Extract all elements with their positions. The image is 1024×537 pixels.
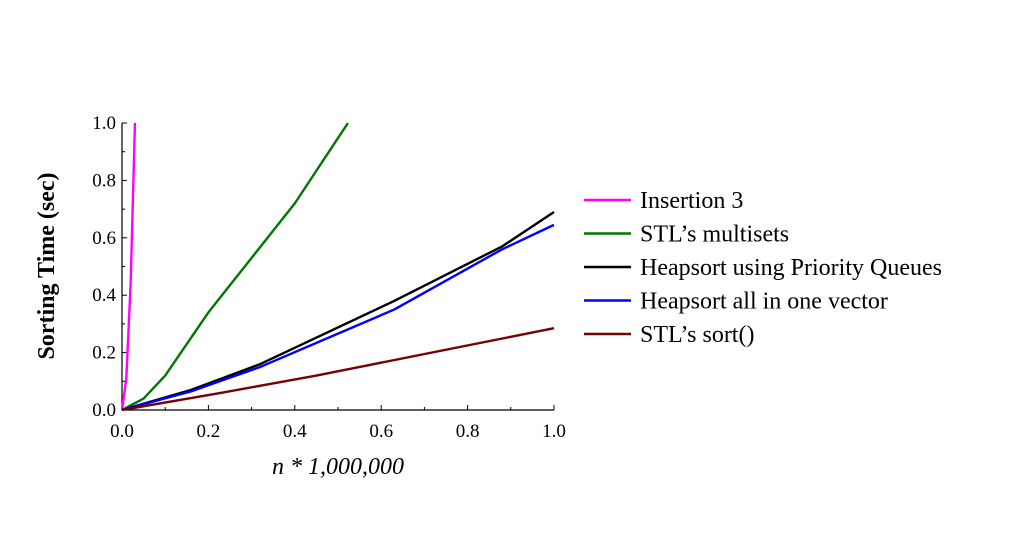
legend-label-0: Insertion 3: [640, 188, 743, 214]
series-line-1: [121, 122, 349, 412]
y-tick-label: 0.2: [92, 343, 116, 364]
legend-label-3: Heapsort all in one vector: [640, 289, 888, 315]
x-tick-label: 0.8: [456, 421, 480, 442]
x-tick-label: 0.4: [283, 421, 307, 442]
series-line-0: [120, 122, 137, 411]
y-tick-label: 1.0: [92, 113, 116, 134]
x-tick-label: 0.2: [197, 421, 221, 442]
legend-label-2: Heapsort using Priority Queues: [640, 255, 942, 281]
y-tick-label: 0.8: [92, 170, 116, 191]
y-tick-label: 0.6: [92, 228, 116, 249]
plot-lines: [120, 122, 555, 412]
legend: Insertion 3 STL’s multisets Heapsort using…: [584, 188, 942, 348]
y-tick-label: 0.4: [92, 285, 116, 306]
series-line-2: [121, 210, 555, 412]
series-line-3: [121, 223, 555, 412]
legend-label-1: STL’s multisets: [640, 222, 789, 248]
y-tick-label: 0.0: [92, 400, 116, 421]
x-tick-label: 0.0: [110, 421, 134, 442]
legend-label-4: STL’s sort(): [640, 322, 754, 348]
axes: 0.0 0.2 0.4 0.6 0.8 1.0 0.0 0.2 0.4 0.6 0.8 1.0: [92, 113, 566, 442]
x-tick-label: 1.0: [542, 421, 566, 442]
x-axis-label: n * 1,000,000: [272, 454, 404, 480]
y-axis-label: Sorting Time (sec): [34, 172, 60, 359]
x-tick-label: 0.6: [369, 421, 393, 442]
series-line-4: [121, 327, 555, 412]
